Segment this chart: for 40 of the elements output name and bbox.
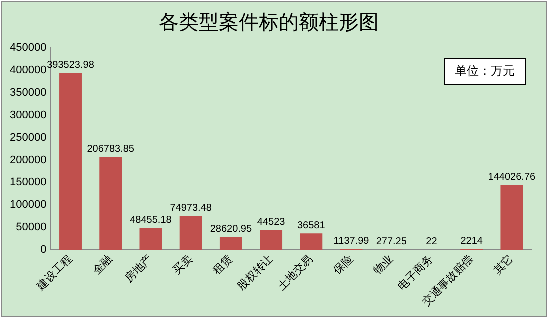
chart-title: 各类型案件标的额柱形图 bbox=[159, 10, 379, 34]
y-tick-label: 400000 bbox=[10, 64, 47, 76]
x-tick-label: 金融 bbox=[90, 252, 116, 278]
y-tick-label: 250000 bbox=[10, 132, 47, 144]
x-tick-label: 股权转让 bbox=[235, 252, 276, 293]
data-label: 393523.98 bbox=[47, 60, 95, 72]
y-tick-label: 300000 bbox=[10, 109, 47, 122]
annotation: 单位：万元 bbox=[444, 58, 526, 85]
y-tick-label: 450000 bbox=[10, 42, 47, 54]
bar bbox=[260, 230, 283, 250]
x-tick-label: 租赁 bbox=[210, 252, 236, 278]
data-label: 22 bbox=[426, 236, 438, 248]
y-tick-label: 150000 bbox=[10, 176, 47, 189]
bar bbox=[180, 216, 202, 250]
x-tick-label: 保险 bbox=[330, 252, 356, 278]
data-label: 28620.95 bbox=[210, 224, 252, 235]
bar bbox=[300, 234, 323, 250]
data-label: 36581 bbox=[298, 220, 326, 232]
data-label: 44523 bbox=[257, 216, 286, 228]
bar bbox=[60, 73, 82, 250]
y-tick-label: 100000 bbox=[10, 199, 47, 212]
y-tick-label: 200000 bbox=[10, 154, 47, 166]
x-tick-label: 其它 bbox=[491, 252, 516, 278]
data-label: 48455.18 bbox=[130, 214, 172, 226]
y-tick-label: 50000 bbox=[16, 222, 47, 234]
bar bbox=[220, 237, 242, 250]
data-label: 206783.85 bbox=[87, 144, 135, 155]
bar bbox=[500, 185, 524, 250]
x-tick-label: 土地交易 bbox=[275, 252, 316, 293]
x-tick-label: 房地产 bbox=[122, 252, 156, 286]
data-label: 2214 bbox=[460, 236, 484, 247]
data-label: 277.25 bbox=[376, 236, 408, 248]
data-label: 1137.99 bbox=[334, 236, 370, 248]
bar bbox=[140, 228, 162, 250]
x-tick-label: 买卖 bbox=[170, 252, 196, 278]
data-label: 74973.48 bbox=[170, 203, 212, 214]
y-tick-label: 350000 bbox=[10, 86, 47, 99]
data-label: 144026.76 bbox=[488, 172, 536, 184]
bar bbox=[100, 157, 122, 250]
x-tick-label: 物业 bbox=[371, 252, 396, 278]
